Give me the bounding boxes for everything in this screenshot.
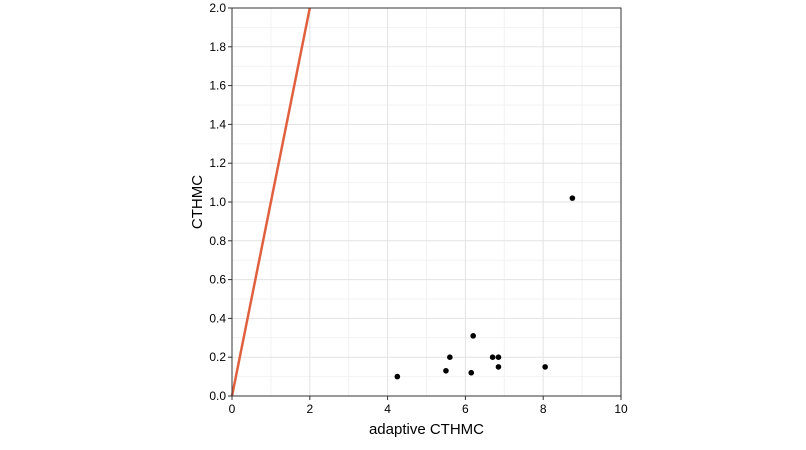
x-tick-label: 0 [229, 402, 236, 416]
data-point [542, 364, 548, 370]
x-axis-ticks: 0 2 4 6 8 10 [229, 396, 628, 416]
y-tick-label: 0.2 [209, 350, 226, 364]
x-tick-label: 8 [540, 402, 547, 416]
y-tick-label: 0.0 [209, 389, 226, 403]
data-point [468, 369, 475, 376]
y-tick-label: 0.8 [209, 234, 226, 248]
data-point [489, 354, 496, 361]
y-tick-label: 0.4 [209, 311, 226, 325]
x-tick-label: 10 [614, 402, 628, 416]
data-point [443, 367, 449, 374]
y-tick-label: 1.6 [209, 79, 226, 93]
data-point [495, 354, 502, 361]
reference-line-layer [230, 7, 312, 397]
y-tick-label: 1.8 [209, 40, 226, 54]
y-tick-label: 1.2 [209, 156, 226, 170]
y-tick-label: 1.4 [209, 117, 226, 131]
y-tick-label: 2.0 [209, 1, 226, 15]
x-tick-label: 4 [384, 402, 391, 416]
x-tick-label: 2 [306, 402, 313, 416]
data-point [394, 373, 401, 380]
data-point [447, 354, 453, 361]
data-point [569, 195, 576, 201]
data-point [470, 333, 476, 339]
data-points [394, 195, 576, 380]
x-axis-title: adaptive CTHMC [369, 421, 484, 438]
y-axis-title: CTHMC [189, 175, 206, 229]
identity-line [230, 7, 312, 397]
grid [231, 7, 622, 397]
x-tick-label: 6 [462, 402, 469, 416]
y-tick-label: 1.0 [209, 195, 226, 209]
y-tick-label: 0.6 [209, 273, 226, 287]
y-axis-ticks: 0.0 0.2 0.4 0.6 0.8 1.0 1.2 1.4 1.6 1.8 2.0 [209, 1, 232, 403]
data-point [495, 364, 502, 370]
